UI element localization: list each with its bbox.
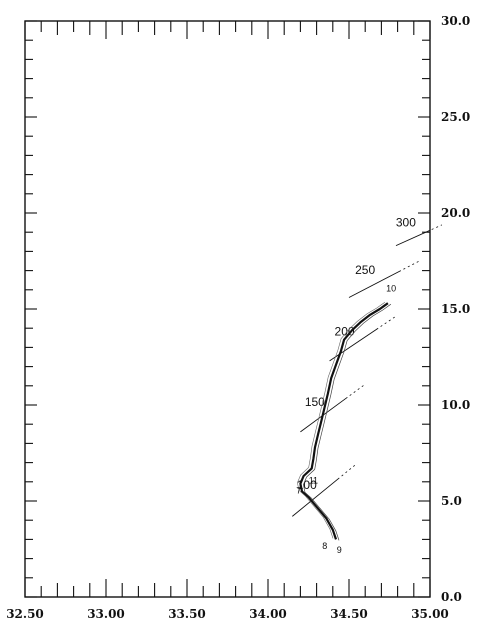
depth-label: 300: [396, 215, 416, 229]
depth-line: [348, 270, 402, 298]
depth-label: 150: [305, 395, 325, 409]
y-tick-label: 30.0: [441, 14, 470, 28]
tick-marks: [24, 20, 431, 598]
x-tick-label: 34.00: [249, 607, 287, 621]
station-label: 11: [309, 476, 318, 486]
depth-line-dashed: [380, 316, 396, 327]
y-tick-label: 20.0: [441, 206, 470, 220]
depth-line: [395, 229, 431, 247]
y-tick-label: 10.0: [441, 398, 470, 412]
x-tick-label: 33.00: [87, 607, 125, 621]
x-tick-label: 33.50: [168, 607, 206, 621]
x-tick-label: 34.50: [330, 607, 368, 621]
depth-line: [329, 327, 379, 362]
station-label: 8: [322, 541, 327, 551]
depth-line-dashed: [341, 464, 356, 477]
x-tick-label: 32.50: [6, 607, 44, 621]
x-tick-labels: 32.50 33.00 33.50 34.00 34.50 35.00: [6, 607, 449, 621]
profile-line-thin: [303, 303, 392, 541]
y-tick-label: 15.0: [441, 302, 470, 316]
depth-line-dashed: [349, 384, 365, 396]
depth-line-dashed: [431, 224, 443, 230]
series-lines: [297, 301, 392, 541]
station-label: 7: [296, 485, 301, 495]
depth-line: [292, 477, 340, 517]
y-tick-label: 5.0: [441, 494, 462, 508]
plot-frame: [24, 20, 431, 598]
x-tick-label: 35.00: [411, 607, 449, 621]
y-tick-label: 25.0: [441, 110, 470, 124]
depth-line-dashed: [403, 260, 420, 270]
station-label: 9: [337, 545, 342, 555]
profile-line-thin: [297, 301, 386, 539]
depth-label: 200: [335, 324, 355, 338]
y-tick-labels: 0.0 5.0 10.0 15.0 20.0 25.0 30.0: [441, 14, 470, 604]
depth-label: 250: [355, 263, 375, 277]
y-tick-label: 0.0: [441, 590, 462, 604]
station-label: 10: [386, 284, 396, 294]
station-labels: 10 11 7 8 9: [296, 284, 396, 555]
profile-line: [299, 302, 389, 540]
